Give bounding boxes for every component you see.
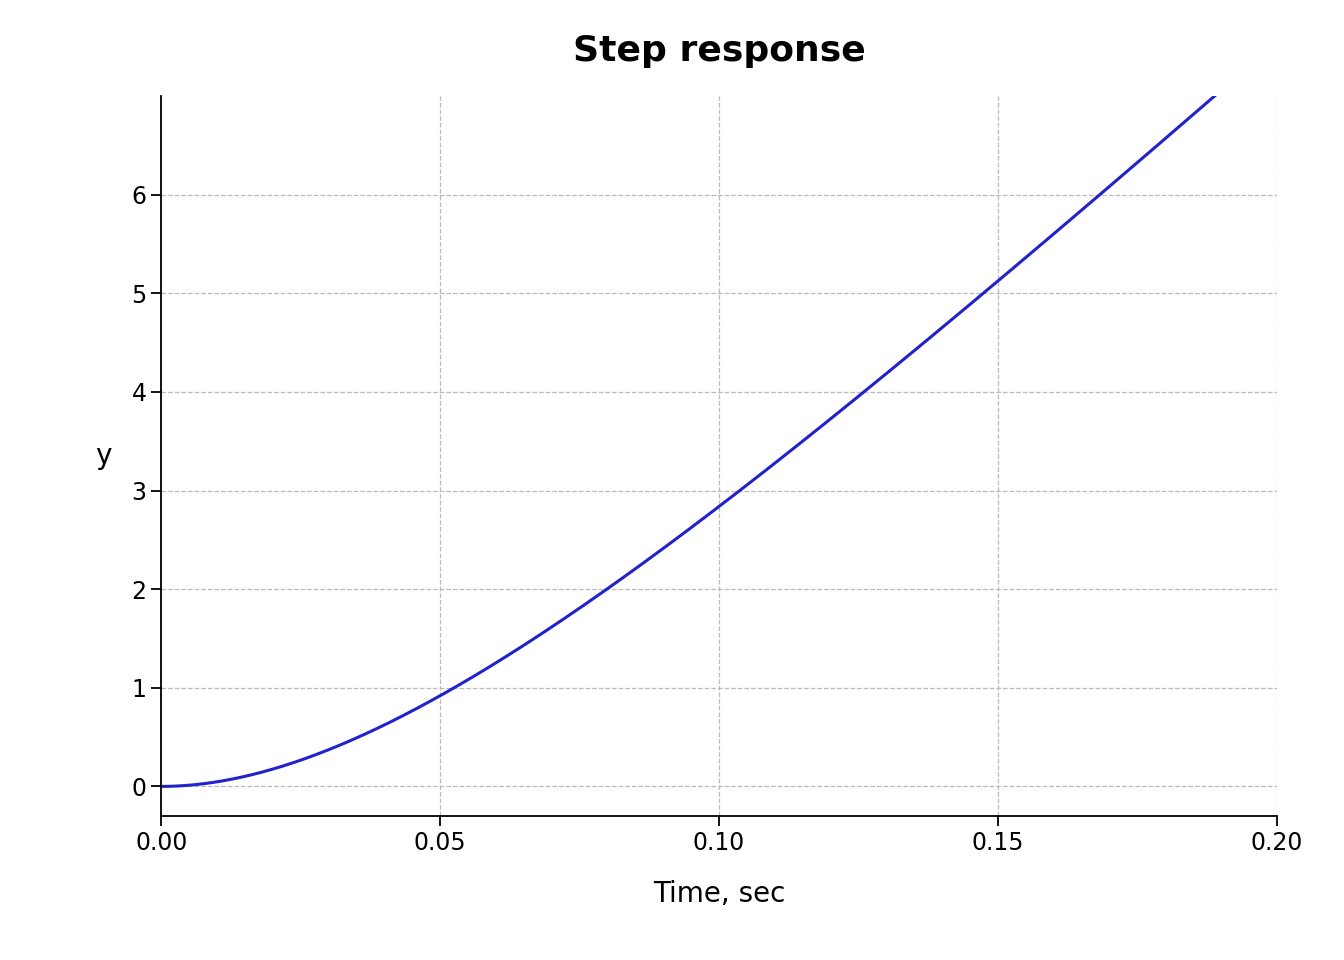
X-axis label: Time, sec: Time, sec [653, 879, 785, 907]
Title: Step response: Step response [573, 35, 866, 68]
Y-axis label: y: y [95, 442, 112, 470]
